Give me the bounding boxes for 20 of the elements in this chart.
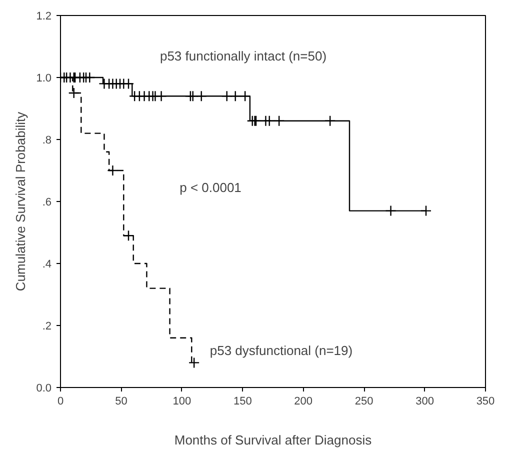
y-axis-title: Cumulative Survival Probability [13, 111, 28, 292]
y-tick-label: .4 [42, 258, 52, 270]
y-tick-label: 0.0 [36, 382, 52, 394]
y-tick-label: .8 [42, 134, 52, 146]
text: p53 functionally intact (n=50) [160, 48, 327, 64]
x-tick-label: 150 [233, 396, 252, 408]
x-axis-title: Months of Survival after Diagnosis [174, 432, 372, 448]
y-tick-label: .2 [42, 320, 52, 332]
x-tick-label: 200 [294, 396, 313, 408]
series-label: p53 dysfunctional (n=19) [210, 342, 353, 358]
y-tick-label: 1.0 [36, 72, 52, 84]
x-tick-label: 0 [57, 396, 64, 408]
x-tick-label: 50 [115, 396, 128, 408]
x-tick-label: 100 [172, 396, 192, 408]
y-tick-label: .6 [42, 196, 52, 208]
x-tick-label: 350 [476, 396, 495, 408]
annotation: p < 0.0001 [180, 180, 242, 195]
x-tick-label: 250 [354, 396, 374, 408]
y-tick-label: 1.2 [36, 10, 52, 22]
x-tick-label: 300 [416, 396, 434, 408]
